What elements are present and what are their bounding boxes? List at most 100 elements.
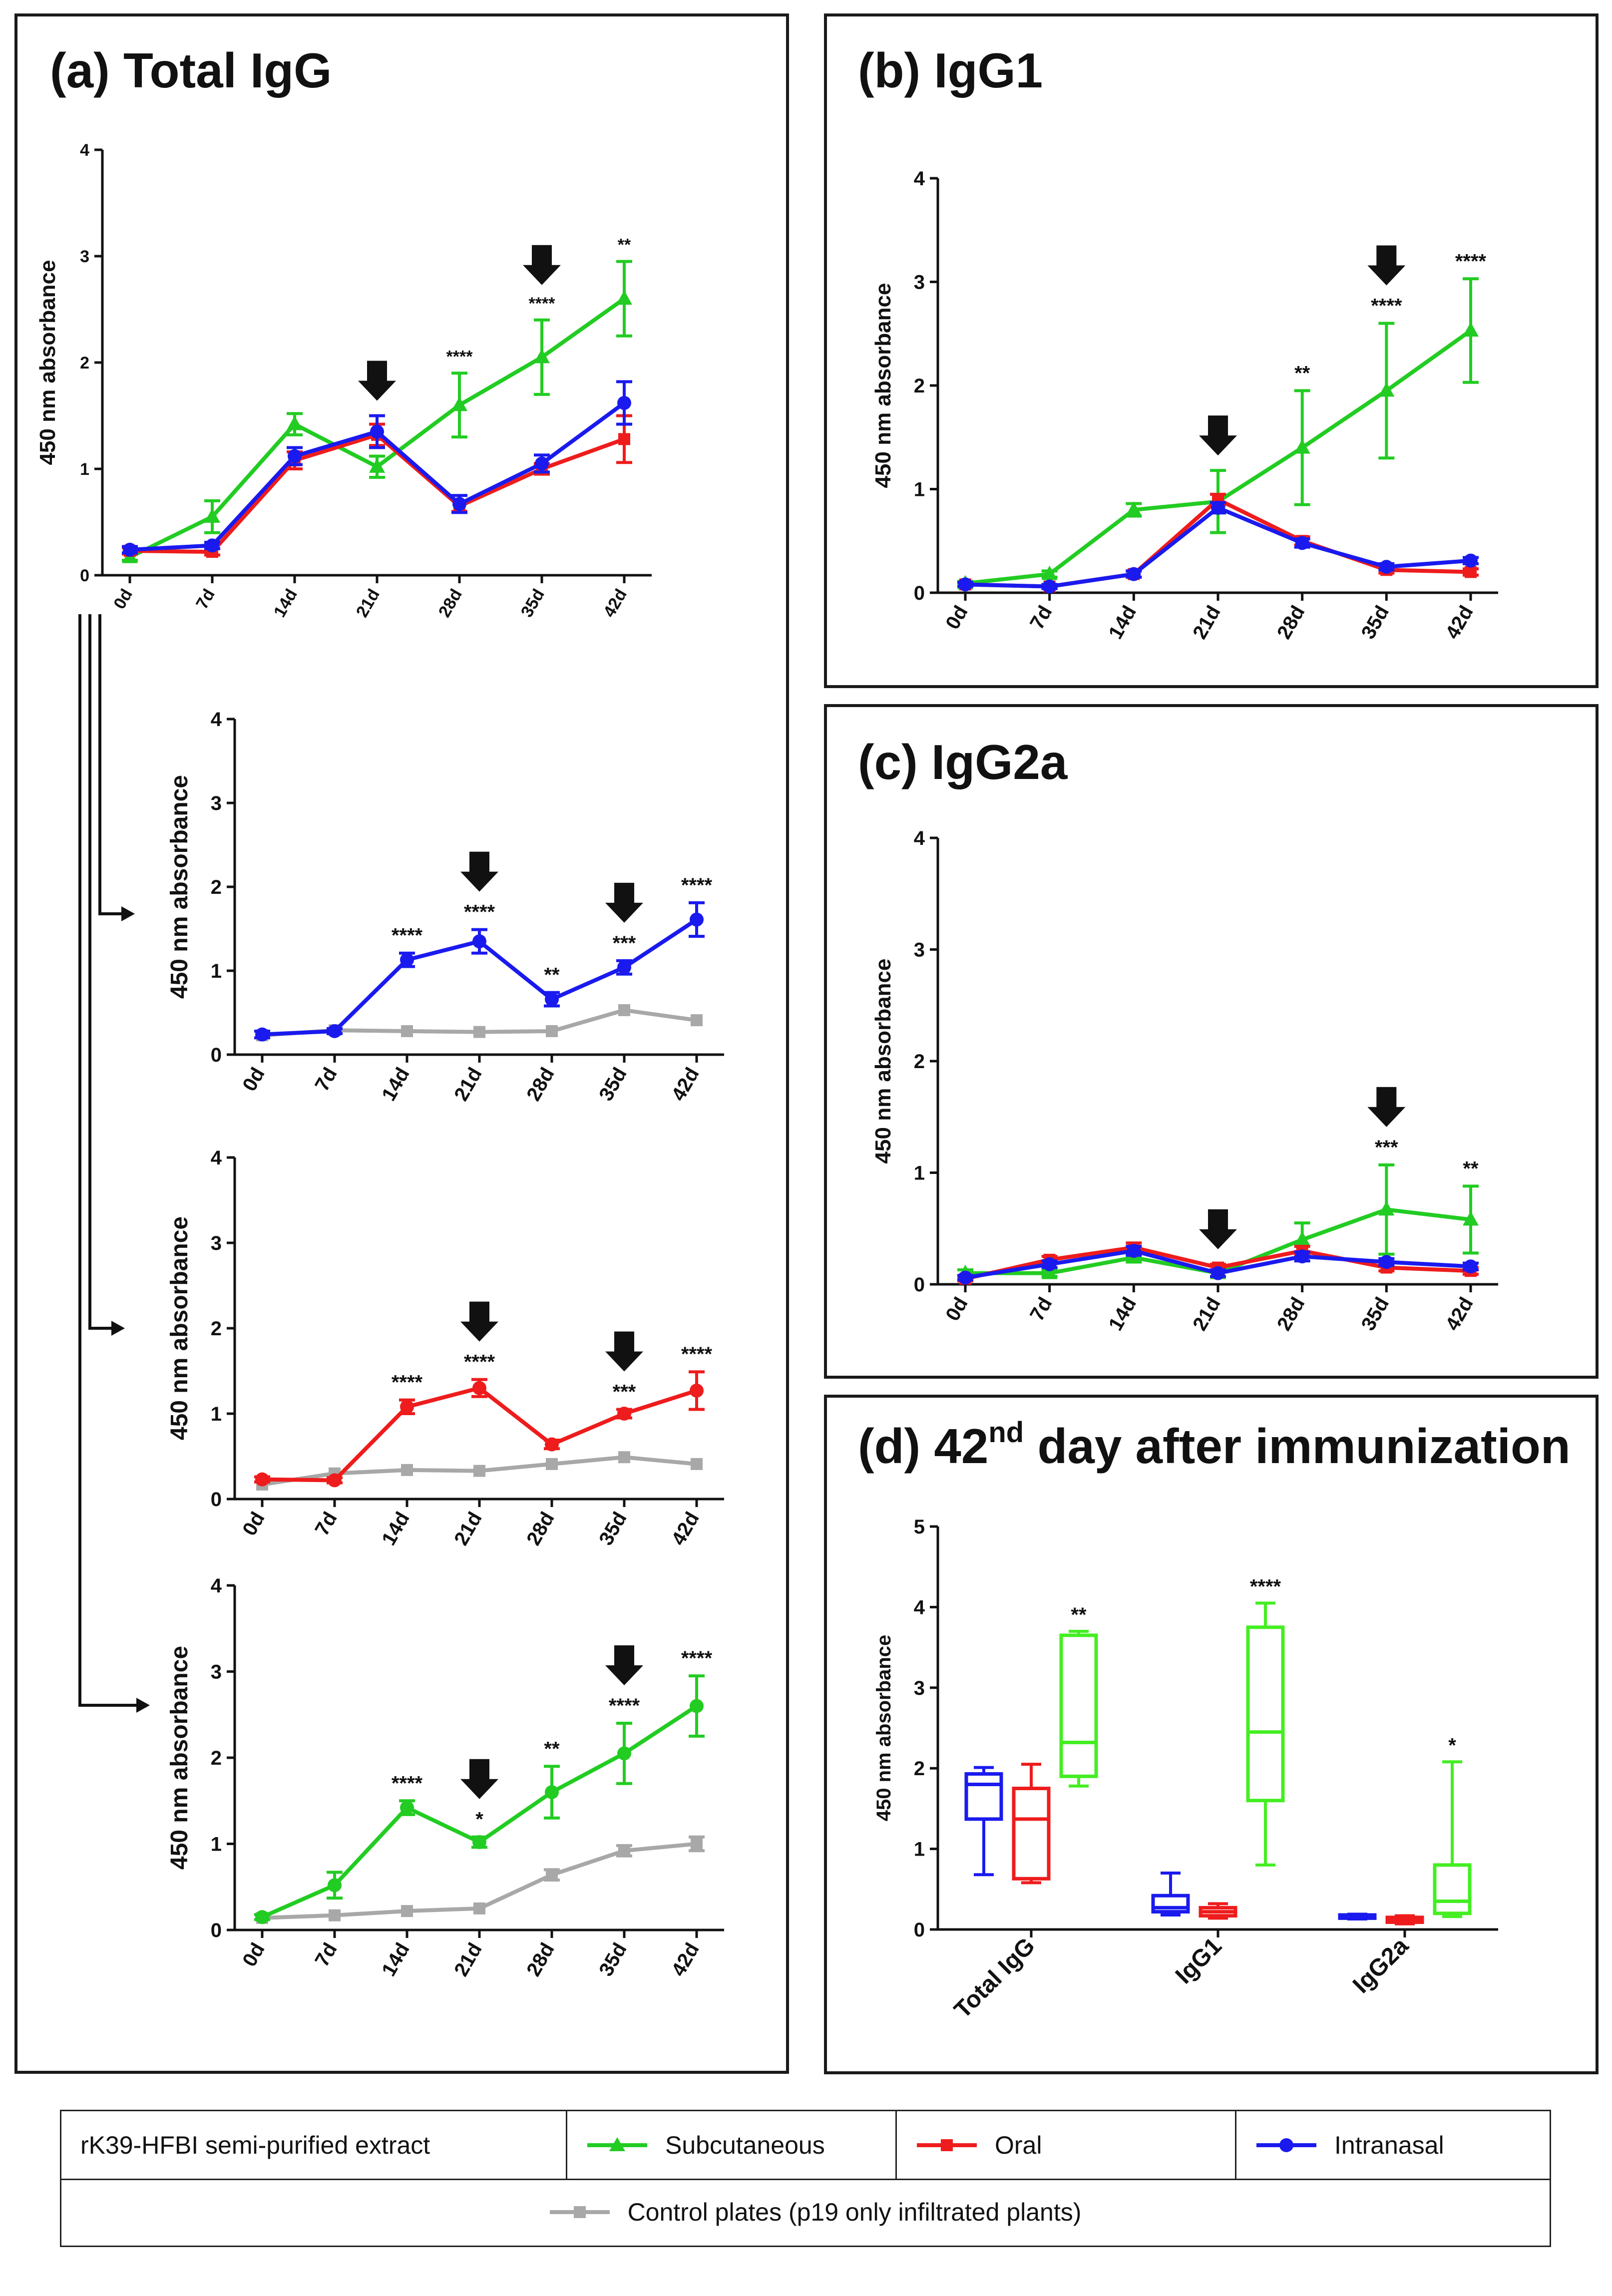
chart-c-x-tick-label: 42d: [1441, 1294, 1478, 1335]
chart-a1-y-axis-label: 450 nm absorbance: [166, 775, 193, 999]
chart-a-intranasal-point: [123, 542, 137, 557]
chart-a3-x-tick-label: 21d: [450, 1939, 486, 1980]
connector-arrowhead: [136, 1698, 150, 1713]
chart-a2-oral-point: [617, 1407, 631, 1421]
chart-a2-control-point: [401, 1464, 413, 1476]
chart-d-y-tick-label: 0: [914, 1919, 925, 1941]
chart-a1-intranasal-point: [328, 1024, 342, 1038]
chart-a3-x-tick-label: 28d: [522, 1939, 559, 1980]
chart-c-significance-label: ***: [1375, 1137, 1398, 1158]
legend-table: rK39-HFBI semi-purified extract Subcutan…: [60, 2110, 1551, 2247]
chart-d-significance-label: ****: [1250, 1575, 1281, 1597]
chart-a3-x-tick-label: 35d: [595, 1939, 631, 1980]
chart-a-y-axis-label: 450 nm absorbance: [35, 260, 60, 465]
legend-row-control: Control plates (p19 only infiltrated pla…: [61, 2179, 1550, 2246]
legend-row-treatments: rK39-HFBI semi-purified extract Subcutan…: [61, 2111, 1550, 2180]
chart-b-intranasal-point: [1379, 560, 1394, 574]
chart-b-subcutaneous-point: [1126, 501, 1142, 516]
chart-b-intranasal-point: [1295, 536, 1309, 550]
chart-a3-boost-arrow-icon: [460, 1759, 498, 1799]
chart-a3-control-point: [473, 1902, 485, 1914]
chart-a2-oral-point: [255, 1472, 269, 1487]
chart-a-y-tick-label: 4: [80, 141, 89, 160]
chart-a2-x-tick-label: 28d: [522, 1509, 559, 1549]
chart-a2-oral-point: [545, 1437, 559, 1452]
chart-b-intranasal-point: [1464, 553, 1478, 568]
chart-c-intranasal-point: [1379, 1255, 1394, 1269]
chart-b-intranasal-point: [1211, 500, 1225, 515]
chart-c-y-tick-label: 1: [914, 1162, 925, 1184]
chart-a1: 0 1 2 3 4 450 nm absorbance 0d 7d 14d 21d 28d 35d 42…: [166, 709, 724, 1105]
chart-a3-subcutaneous-point: [472, 1835, 486, 1850]
chart-b-oral-point: [1465, 566, 1477, 578]
connector-arrows: [78, 614, 137, 1707]
chart-a2-x-tick-label: 7d: [311, 1509, 341, 1539]
panel-b-title: (b) IgG1: [858, 43, 1043, 98]
chart-a3-control-point: [401, 1905, 413, 1917]
chart-a3-control-point: [329, 1909, 341, 1921]
chart-a3-subcutaneous-point: [400, 1801, 414, 1815]
chart-a1-intranasal-point: [617, 960, 631, 975]
chart-a2-x-tick-label: 21d: [450, 1509, 486, 1549]
chart-a2-x-tick-label: 35d: [595, 1509, 631, 1549]
chart-d: 0 1 2 3 4 5 450 nm absorbance Total IgG IgG1 IgG2…: [873, 1516, 1498, 2023]
chart-c-intranasal-point: [1464, 1259, 1478, 1274]
chart-a2-significance-label: ****: [392, 1372, 423, 1394]
connector-arrowheads: [111, 906, 150, 1713]
chart-c-x-tick-label: 21d: [1189, 1294, 1225, 1335]
chart-c-x-tick-label: 14d: [1105, 1294, 1141, 1335]
chart-b-x-tick-label: 28d: [1273, 602, 1309, 643]
chart-a-boost-arrow-icon: [523, 245, 561, 285]
chart-c-x-tick-label: 35d: [1357, 1294, 1394, 1335]
chart-b-significance-label: ****: [1455, 250, 1487, 272]
chart-b-significance-label: **: [1294, 362, 1310, 384]
chart-c: 0 1 2 3 4 450 nm absorbance 0d 7d 14d 21d 28d 35d 42…: [871, 827, 1498, 1334]
chart-a2-significance-label: ****: [464, 1351, 495, 1373]
panel-a-frame: [14, 13, 789, 2074]
chart-a1-significance-label: ***: [613, 932, 636, 954]
legend-extract-label: rK39-HFBI semi-purified extract: [80, 2131, 430, 2159]
chart-a2-control-point: [546, 1458, 558, 1470]
legend-control-label: Control plates (p19 only infiltrated pla…: [627, 2198, 1082, 2226]
chart-d-y-tick-label: 1: [914, 1839, 925, 1861]
chart-a-x-tick-label: 7d: [192, 586, 219, 612]
chart-a1-x-tick-label: 0d: [238, 1064, 269, 1095]
chart-d-total-igg-box: [964, 1772, 1003, 1821]
chart-a2-oral-point: [472, 1381, 486, 1395]
chart-c-intranasal-point: [958, 1270, 972, 1285]
chart-a: 0 1 2 3 4 450 nm absorbance 0d 7d 14d 21d 28d 35d 42…: [35, 141, 652, 621]
chart-a1-control-point: [401, 1025, 413, 1037]
chart-a1-control-point: [618, 1004, 630, 1016]
chart-a2-x-tick-label: 42d: [667, 1509, 704, 1549]
chart-a1-intranasal-point: [545, 992, 559, 1007]
chart-d-igg1-box: [1246, 1625, 1285, 1803]
chart-a1-intranasal-point: [690, 912, 704, 927]
panel-d-title-rest: day after immunization: [1024, 1419, 1571, 1474]
chart-c-x-tick-label: 0d: [941, 1294, 972, 1325]
chart-a2-y-tick-label: 4: [211, 1147, 222, 1169]
chart-a1-y-tick-label: 4: [211, 709, 222, 731]
chart-a-intranasal-point: [617, 395, 631, 410]
chart-a1-x-tick-label: 14d: [378, 1064, 414, 1105]
chart-a3-significance-label: ****: [681, 1647, 713, 1669]
oral-legend-icon: [917, 2139, 977, 2151]
chart-a-subcutaneous-point: [534, 349, 550, 364]
chart-d-total-igg-box: [1059, 1633, 1098, 1778]
chart-a2-oral-point: [400, 1400, 414, 1414]
chart-a1-intranasal-point: [255, 1027, 269, 1042]
chart-a2-x-tick-label: 0d: [238, 1509, 269, 1539]
chart-b-intranasal-point: [1127, 567, 1141, 581]
chart-c-boost-arrow-icon: [1199, 1209, 1237, 1249]
chart-d-y-tick-label: 3: [914, 1677, 925, 1699]
chart-c-intranasal-point: [1211, 1266, 1225, 1280]
chart-a-x-tick-label: 14d: [270, 586, 301, 621]
chart-b-subcutaneous-point: [1463, 322, 1479, 337]
chart-a3-control-point: [618, 1845, 630, 1857]
chart-c-y-tick-label: 0: [914, 1274, 925, 1296]
chart-a1-control-point: [473, 1026, 485, 1038]
panel-d-title-main: (d) 42: [858, 1419, 988, 1474]
chart-a3-significance-label: ****: [609, 1695, 640, 1717]
subcutaneous-legend-icon: [587, 2137, 647, 2151]
chart-d-y-tick-label: 4: [914, 1596, 925, 1618]
